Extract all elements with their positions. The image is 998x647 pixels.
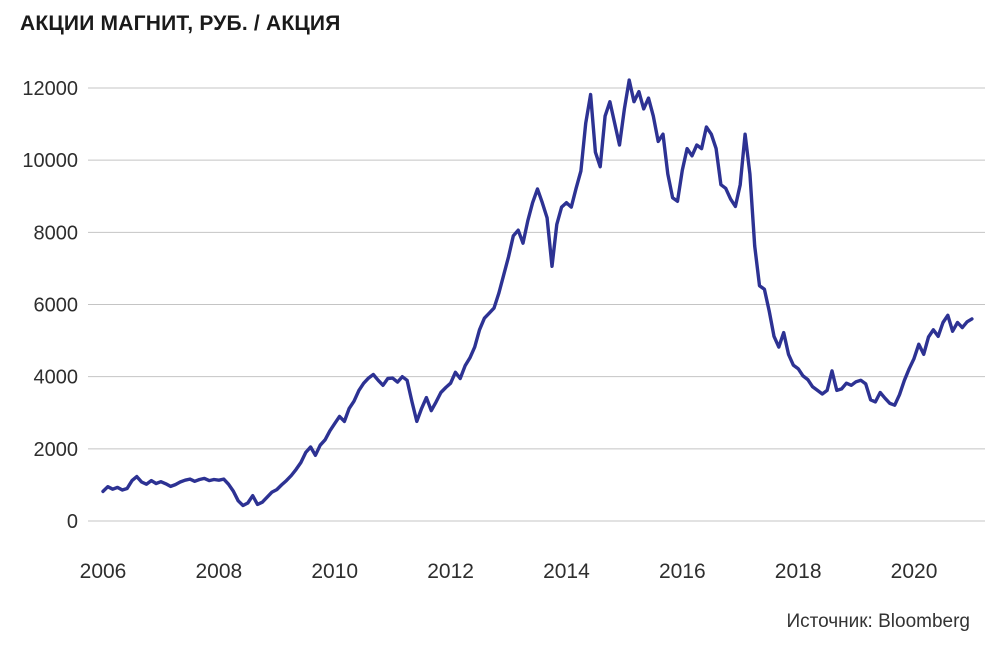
y-tick-label: 12000 — [22, 78, 78, 100]
y-tick-label: 6000 — [34, 295, 79, 317]
y-tick-label: 0 — [67, 511, 78, 533]
price-line — [101, 78, 974, 508]
x-tick-label: 2012 — [427, 560, 474, 583]
x-tick-label: 2014 — [543, 560, 590, 583]
x-tick-label: 2020 — [891, 560, 938, 583]
x-tick-label: 2008 — [196, 560, 243, 583]
y-tick-label: 2000 — [34, 439, 79, 461]
x-tick-label: 2010 — [311, 560, 358, 583]
chart-title: АКЦИИ МАГНИТ, РУБ. / АКЦИЯ — [20, 12, 341, 35]
y-tick-label: 8000 — [34, 222, 79, 244]
y-tick-label: 4000 — [34, 367, 79, 389]
source-note: Источник: Bloomberg — [786, 611, 970, 632]
x-tick-label: 2016 — [659, 560, 706, 583]
x-tick-label: 2018 — [775, 560, 822, 583]
x-tick-label: 2006 — [80, 560, 127, 583]
y-tick-label: 10000 — [22, 150, 78, 172]
